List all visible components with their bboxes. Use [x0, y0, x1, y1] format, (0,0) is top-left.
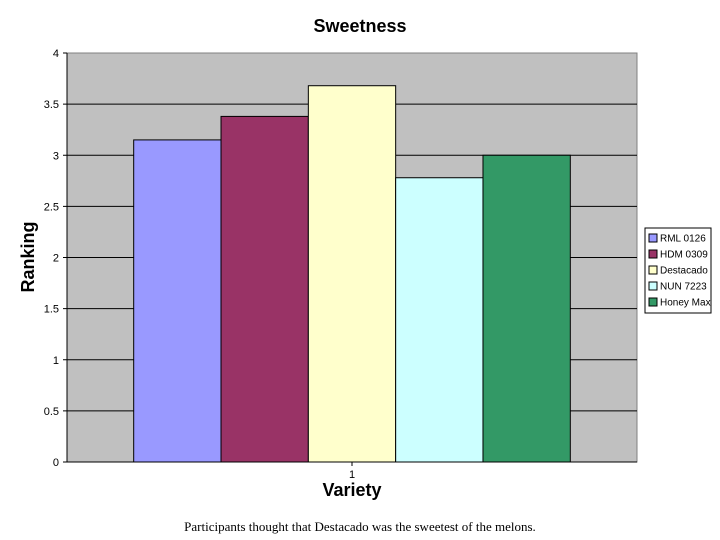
bar-nun-7223 [395, 177, 484, 463]
y-axis-ticks: 0 0.5 1 1.5 2 2.5 3 3.5 4 [44, 48, 67, 469]
bar-chart: Sweetness 0 0.5 1 1.5 2 2.5 3 3.5 4 1 Variety Ra… [18, 16, 712, 500]
legend-swatch [648, 281, 658, 291]
y-axis-title: Ranking [18, 221, 38, 292]
legend-swatch [648, 297, 658, 307]
legend-swatch [648, 233, 658, 243]
y-tick-label: 2.5 [44, 201, 59, 213]
legend: RML 0126 HDM 0309 Destacado NUN 7223 Honey M… [644, 227, 712, 314]
legend-label: Destacado [660, 266, 708, 277]
x-axis-ticks: 1 [349, 462, 355, 481]
x-tick-label: 1 [349, 469, 355, 481]
legend-label: Honey Max [660, 298, 711, 309]
x-axis-title: Variety [322, 480, 381, 500]
bar-rml-0126 [133, 139, 222, 463]
bar-destacado [307, 85, 397, 463]
y-tick-label: 1.5 [44, 304, 59, 316]
legend-label: RML 0126 [660, 234, 706, 245]
caption: Participants thought that Destacado was … [184, 519, 536, 534]
legend-label: NUN 7223 [660, 282, 707, 293]
chart-title: Sweetness [313, 16, 406, 36]
bar-honey-max [482, 154, 571, 463]
bars [133, 85, 571, 463]
legend-swatch [648, 265, 658, 275]
y-tick-label: 3.5 [44, 99, 59, 111]
y-tick-label: 0 [53, 457, 59, 469]
y-tick-label: 1 [53, 355, 59, 367]
y-tick-label: 3 [53, 150, 59, 162]
y-tick-label: 4 [53, 48, 59, 60]
bar-hdm-0309 [220, 115, 309, 463]
y-tick-label: 2 [53, 253, 59, 265]
legend-swatch [648, 249, 658, 259]
legend-label: HDM 0309 [660, 250, 708, 261]
y-tick-label: 0.5 [44, 406, 59, 418]
